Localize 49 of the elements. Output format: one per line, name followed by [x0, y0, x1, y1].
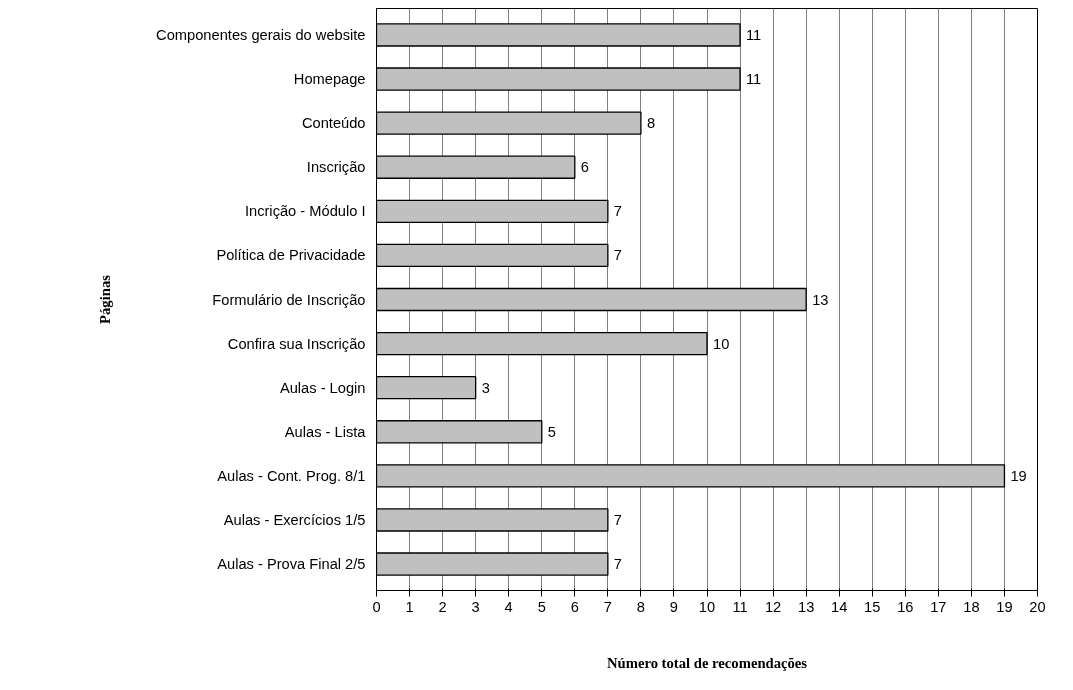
data-label: 13: [812, 291, 829, 308]
data-label: 11: [746, 71, 762, 88]
x-tick-label: 18: [963, 598, 980, 615]
y-tick-label: Conteúdo: [301, 115, 366, 132]
x-tick-label: 11: [732, 598, 748, 615]
y-tick-label: Homepage: [293, 71, 366, 88]
x-tick-label: 12: [764, 598, 782, 615]
x-tick-label: 19: [996, 598, 1013, 615]
data-label: 6: [580, 159, 589, 176]
x-tick-label: 0: [372, 598, 381, 615]
data-label: 3: [481, 379, 490, 396]
y-tick-label: Incrição - Módulo I: [244, 203, 366, 220]
y-tick-label: Formulário de Inscrição: [212, 291, 366, 308]
y-tick-label: Aulas - Login: [279, 379, 366, 396]
x-tick-label: 15: [864, 598, 881, 615]
x-tick-label: 1: [405, 598, 414, 615]
y-tick-label: Componentes gerais do website: [156, 26, 366, 43]
x-tick-label: 5: [537, 598, 546, 615]
y-tick-label: Aulas - Prova Final 2/5: [217, 556, 366, 573]
x-tick-label: 6: [570, 598, 579, 615]
x-tick-label: 20: [1029, 598, 1046, 615]
y-tick-label: Aulas - Cont. Prog. 8/1: [217, 467, 366, 484]
x-tick-label: 17: [930, 598, 947, 615]
y-tick-label: Aulas - Exercícios 1/5: [223, 511, 366, 528]
y-tick-label: Inscrição: [306, 159, 366, 176]
data-label: 11: [746, 26, 762, 43]
data-label: 19: [1010, 467, 1027, 484]
x-tick-label: 13: [798, 598, 815, 615]
y-axis-title: Páginas: [97, 274, 114, 324]
y-tick-label: Aulas - Lista: [284, 423, 367, 440]
x-tick-label: 2: [438, 598, 447, 615]
x-tick-label: 8: [636, 598, 645, 615]
data-label: 8: [646, 115, 656, 132]
x-axis-title: Número total de recomendações: [606, 654, 808, 671]
x-tick-label: 3: [471, 598, 480, 615]
data-label: 7: [613, 556, 623, 573]
data-label: 10: [713, 335, 730, 352]
data-label: 7: [613, 511, 623, 528]
x-tick-label: 7: [603, 598, 612, 615]
data-label: 7: [613, 247, 623, 264]
x-tick-label: 10: [698, 598, 716, 615]
x-tick-label: 4: [504, 598, 513, 615]
x-tick-label: 14: [831, 598, 848, 615]
y-tick-label: Confira sua Inscrição: [227, 335, 366, 352]
y-tick-label: Política de Privacidade: [216, 247, 366, 264]
x-tick-label: 9: [669, 598, 679, 615]
data-label: 5: [547, 423, 556, 440]
x-tick-label: 16: [897, 598, 914, 615]
data-label: 7: [613, 203, 623, 220]
